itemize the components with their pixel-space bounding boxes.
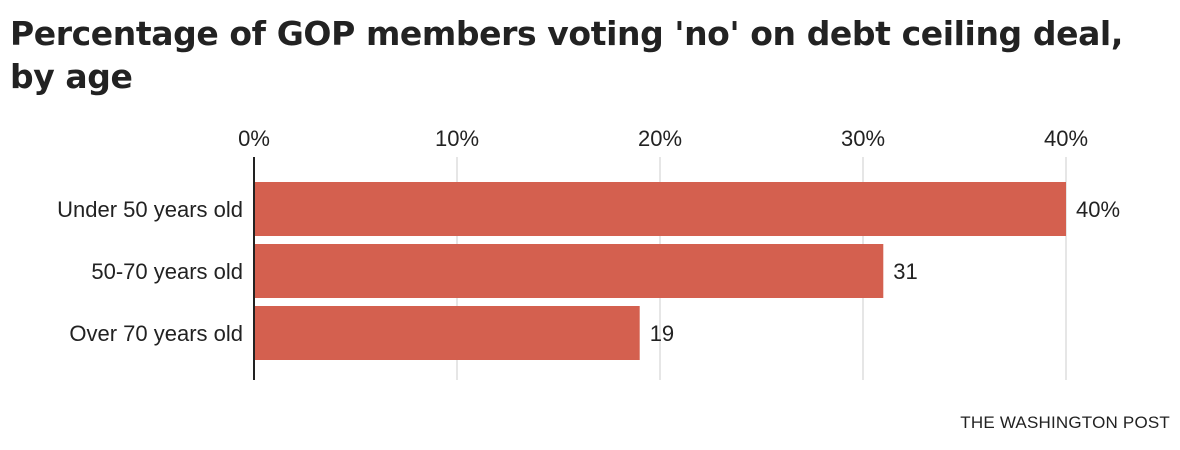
value-label: 19	[650, 321, 674, 346]
bar	[254, 306, 640, 360]
x-tick-label: 0%	[238, 126, 270, 151]
x-tick-label: 10%	[435, 126, 479, 151]
chart-title: Percentage of GOP members voting 'no' on…	[10, 14, 1123, 96]
bars	[254, 182, 1066, 360]
category-label: Over 70 years old	[69, 321, 243, 346]
x-axis-tick-labels: 0% 10% 20% 30% 40%	[238, 126, 1088, 151]
bar	[254, 182, 1066, 236]
value-label: 31	[893, 259, 917, 284]
x-tick-label: 20%	[638, 126, 682, 151]
category-label: 50-70 years old	[91, 259, 243, 284]
category-label: Under 50 years old	[57, 197, 243, 222]
value-label: 40%	[1076, 197, 1120, 222]
value-labels: 40% 31 19	[650, 197, 1120, 346]
category-labels: Under 50 years old 50-70 years old Over 70…	[57, 197, 243, 346]
source-credit: THE WASHINGTON POST	[960, 413, 1170, 432]
x-tick-label: 30%	[841, 126, 885, 151]
x-tick-label: 40%	[1044, 126, 1088, 151]
bar	[254, 244, 884, 298]
